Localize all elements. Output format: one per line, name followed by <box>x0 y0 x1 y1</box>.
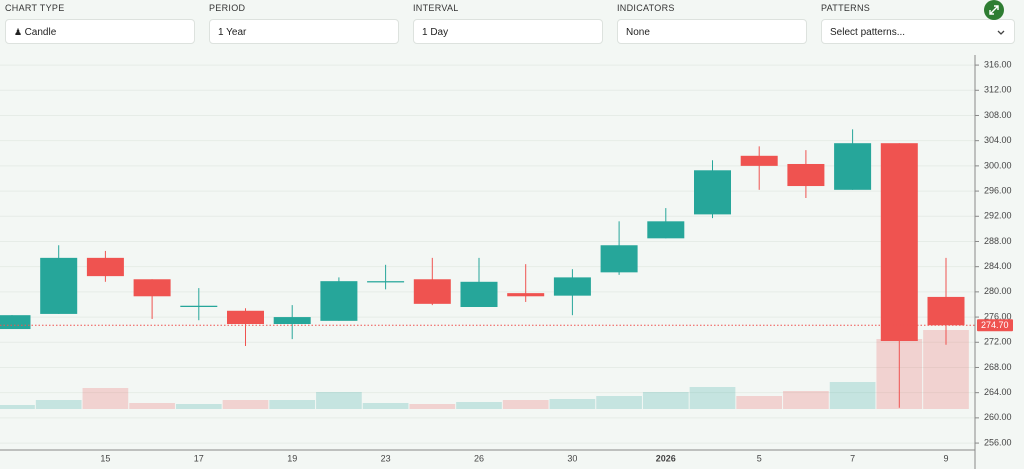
volume-bar <box>783 391 829 409</box>
x-tick-label: 2026 <box>656 453 676 463</box>
candle-body <box>460 281 498 307</box>
volume-bar <box>549 399 596 409</box>
candle-body <box>320 281 358 321</box>
control-value: None <box>626 27 650 38</box>
dropdown[interactable]: 1 Day <box>413 19 603 44</box>
y-tick-label: 284.00 <box>984 261 1012 271</box>
control-label: PERIOD <box>209 3 246 13</box>
last-price-tag <box>977 319 1013 332</box>
y-tick-label: 296.00 <box>984 185 1012 195</box>
patterns-control: PATTERNS Select patterns... <box>821 0 1015 44</box>
dropdown[interactable]: None <box>617 19 807 44</box>
control-label: INTERVAL <box>413 3 459 13</box>
candle-body <box>834 143 872 190</box>
candle-body <box>413 279 451 304</box>
volume-bar <box>689 387 736 409</box>
volume-bar <box>456 402 502 409</box>
x-tick-label: 30 <box>567 453 577 463</box>
volume-bar <box>316 392 362 409</box>
candle-body <box>600 245 638 273</box>
x-tick-label: 26 <box>474 453 484 463</box>
chevron <box>997 30 1005 35</box>
y-tick-label: 260.00 <box>984 412 1012 422</box>
candle-body <box>507 293 545 297</box>
volume-bar <box>829 382 876 409</box>
y-tick-label: 268.00 <box>984 362 1012 372</box>
candle-body <box>880 143 918 342</box>
x-tick-label: 9 <box>943 453 948 463</box>
expand-icon <box>989 5 999 15</box>
y-tick-label: 264.00 <box>984 387 1012 397</box>
volume-bar <box>0 405 35 409</box>
x-tick-label: 23 <box>381 453 391 463</box>
candle-body <box>787 163 825 187</box>
candle-body <box>0 315 31 330</box>
indicators-control: INDICATORS None <box>617 0 807 44</box>
candle-body <box>40 257 78 314</box>
dropdown[interactable]: ♟ Candle <box>5 19 195 44</box>
y-tick-label: 316.00 <box>984 59 1012 69</box>
dropdown[interactable]: 1 Year <box>209 19 399 44</box>
candle-body <box>367 281 405 283</box>
x-tick-label: 17 <box>194 453 204 463</box>
y-tick-label: 300.00 <box>984 160 1012 170</box>
period-control: PERIOD 1 Year <box>209 0 399 44</box>
candle-body <box>273 317 311 325</box>
candle-body <box>133 279 171 297</box>
volume-bar <box>409 404 456 409</box>
control-label: PATTERNS <box>821 3 871 13</box>
volume-bar <box>596 396 642 409</box>
x-tick-label: 7 <box>850 453 855 463</box>
y-tick-label: 276.00 <box>984 311 1012 321</box>
interval-control: INTERVAL 1 Day <box>413 0 603 44</box>
control-value: Select patterns... <box>830 27 906 38</box>
volume-bar <box>736 396 783 409</box>
control-value: 1 Day <box>422 27 449 38</box>
y-tick-label: 312.00 <box>984 85 1012 95</box>
y-tick-label: 280.00 <box>984 286 1012 296</box>
volume-bar <box>222 400 269 409</box>
candle-body <box>740 155 778 166</box>
candle-icon: ♟ <box>14 27 25 37</box>
volume-bar <box>642 392 689 409</box>
volume-bar <box>502 400 549 409</box>
candle-body <box>227 310 264 325</box>
expand-button[interactable] <box>984 0 1004 20</box>
x-tick-label: 15 <box>100 453 110 463</box>
volume-bar <box>175 404 222 409</box>
last-price-label: 274.70 <box>981 320 1009 330</box>
candle-body <box>694 170 731 215</box>
candle-body <box>86 257 124 277</box>
candle-body <box>647 221 685 239</box>
candle-body <box>180 305 218 307</box>
y-tick-label: 272.00 <box>984 337 1012 347</box>
volume-bar <box>362 403 409 409</box>
control-value: Candle <box>24 27 57 38</box>
volume-bar <box>82 388 129 409</box>
candle-body <box>553 277 591 296</box>
chart-type-control: CHART TYPE ♟ Candle <box>5 0 195 44</box>
y-tick-label: 308.00 <box>984 110 1012 120</box>
y-tick-label: 292.00 <box>984 211 1012 221</box>
control-label: CHART TYPE <box>5 3 65 13</box>
x-tick-label: 5 <box>757 453 762 463</box>
control-value: 1 Year <box>218 27 247 38</box>
dropdown[interactable]: Select patterns... <box>821 19 1015 44</box>
volume-bar <box>35 400 82 409</box>
y-tick-label: 304.00 <box>984 135 1012 145</box>
volume-bar <box>129 403 175 409</box>
y-tick-label: 256.00 <box>984 437 1012 447</box>
y-tick-label: 288.00 <box>984 236 1012 246</box>
x-tick-label: 19 <box>287 453 297 463</box>
volume-bar <box>269 400 316 409</box>
control-label: INDICATORS <box>617 3 675 13</box>
candle-body <box>927 296 965 326</box>
